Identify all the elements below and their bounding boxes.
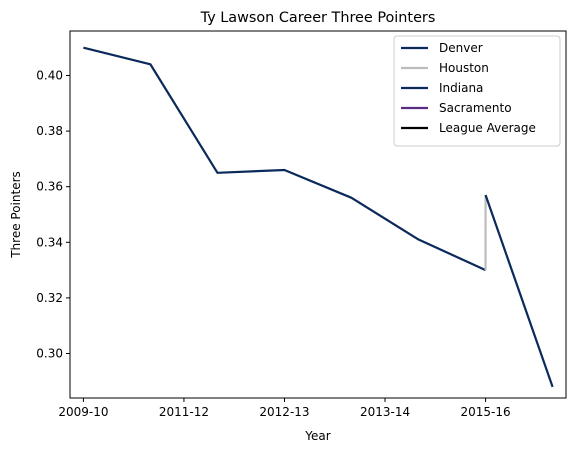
x-tick-label: 2009-10 — [58, 405, 108, 419]
y-tick-label: 0.32 — [36, 291, 63, 305]
series-line-indiana — [484, 194, 554, 388]
x-tick-label: 2011-12 — [159, 405, 209, 419]
y-axis-ticks: 0.30 0.32 0.34 0.36 0.38 0.40 — [36, 68, 70, 361]
y-axis-label: Three Pointers — [9, 171, 23, 259]
y-tick-label: 0.36 — [36, 180, 63, 194]
plot-area — [83, 46, 554, 388]
legend-box — [393, 35, 561, 147]
legend-label: Sacramento — [439, 101, 512, 115]
legend-label: League Average — [439, 121, 536, 135]
series-line-denver — [83, 46, 487, 272]
x-tick-label: 2012-13 — [259, 405, 309, 419]
x-tick-label: 2015-16 — [460, 405, 510, 419]
legend-label: Houston — [439, 61, 489, 75]
x-axis-label: Year — [304, 429, 330, 443]
axes-frame — [69, 30, 567, 399]
y-tick-label: 0.34 — [36, 235, 63, 249]
legend-label: Denver — [439, 41, 483, 55]
x-tick-label: 2013-14 — [360, 405, 410, 419]
y-tick-label: 0.30 — [36, 347, 63, 361]
x-axis-ticks: 2009-10 2011-12 2012-13 2013-14 2015-16 — [58, 398, 511, 419]
y-tick-label: 0.40 — [36, 68, 63, 82]
chart-title: Ty Lawson Career Three Pointers — [200, 10, 436, 26]
legend: Denver Houston Indiana Sacramento League Ave… — [393, 35, 561, 147]
y-tick-label: 0.38 — [36, 124, 63, 138]
legend-label: Indiana — [439, 81, 483, 95]
